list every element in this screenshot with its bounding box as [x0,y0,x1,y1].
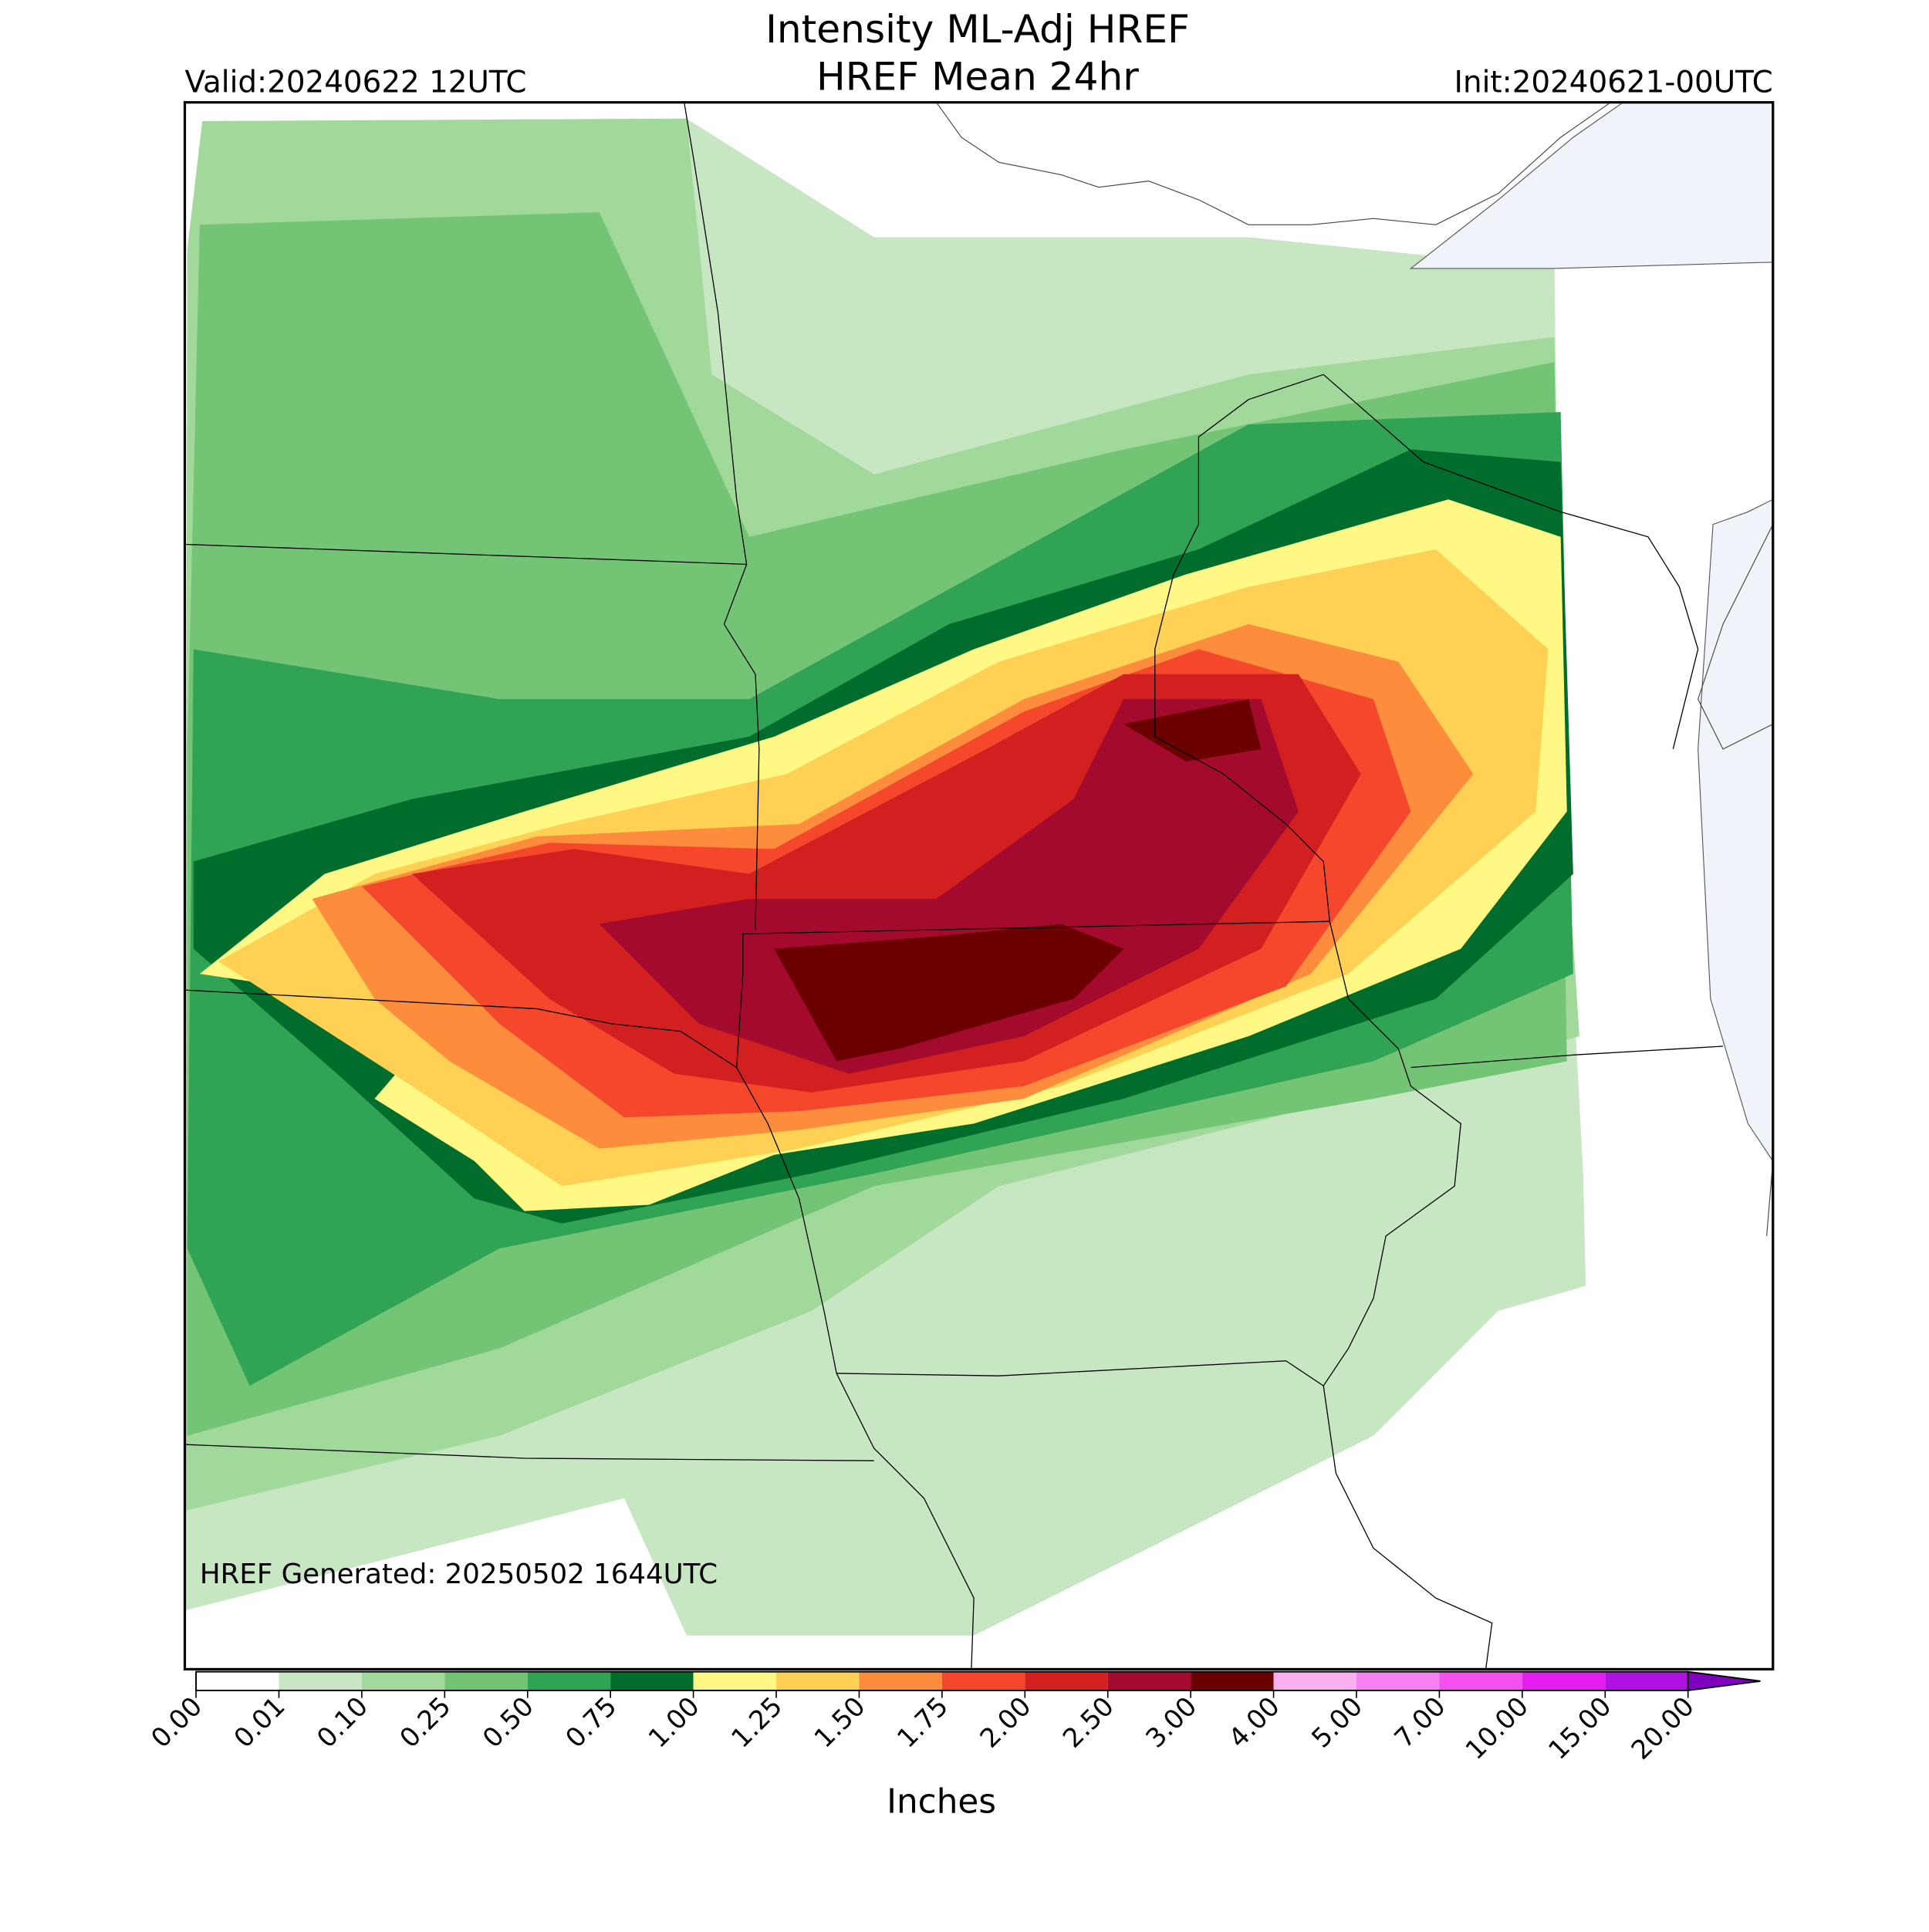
colorbar-box [279,1671,362,1690]
colorbar-tick-label: 1.75 [891,1691,954,1755]
colorbar-tick-label: 5.00 [1306,1691,1369,1755]
map-frame [183,101,1775,1671]
colorbar-box [361,1671,445,1690]
colorbar-tick-label: 1.00 [643,1691,706,1755]
colorbar-tick-label: 0.25 [394,1691,458,1755]
colorbar-box [444,1671,528,1690]
title: Intensity ML-Adj HREF [765,6,1190,52]
colorbar-box [941,1671,1025,1690]
state-borders [184,102,1774,1670]
colorbar-box [1025,1671,1108,1690]
colorbar-box [1273,1671,1357,1690]
colorbar: 0.00 0.01 0.10 0.25 0.50 0.75 1.00 1.25 1.50 1.75… [145,1670,1761,1766]
colorbar-box [196,1671,279,1690]
colorbar-box [693,1671,777,1690]
colorbar-box [1191,1671,1274,1690]
precip-area [599,699,1299,1074]
colorbar-box [1439,1671,1522,1690]
colorbar-box [1356,1671,1440,1690]
colorbar-tick-label: 0.75 [559,1691,623,1755]
colorbar-tick-label: 4.00 [1223,1691,1286,1755]
colorbar-tick-label: 3.00 [1140,1691,1203,1755]
precip-field [184,118,1586,1636]
subtitle: HREF Mean 24hr [816,54,1139,100]
colorbar-box [776,1671,860,1690]
lakes [1409,102,1774,1163]
colorbar-extend [1687,1670,1761,1692]
colorbar-box [610,1671,694,1690]
colorbar-tick-label: 1.50 [809,1691,872,1755]
colorbar-tick-label: 10.00 [1460,1691,1535,1766]
colorbar-tick-label: 0.10 [311,1691,374,1755]
valid-time: Valid:20240622 12UTC [184,66,526,100]
colorbar-tick-label: 1.25 [725,1691,789,1755]
colorbar-box [1522,1671,1606,1690]
colorbar-tick-label: 2.00 [975,1691,1038,1755]
colorbar-tick-label: 20.00 [1626,1691,1701,1766]
colorbar-tick-label: 0.50 [477,1691,540,1755]
colorbar-tick-label: 15.00 [1542,1691,1617,1766]
colorbar-label: Inches [887,1782,996,1822]
precip-area [774,924,1124,1062]
colorbar-tick-label: 7.00 [1389,1691,1452,1755]
colorbar-tick-label: 2.50 [1057,1691,1120,1755]
init-time: Init:20240621-00UTC [1454,66,1773,100]
colorbar-box [1605,1671,1688,1690]
precip-area [1123,699,1262,762]
colorbar-tick-label: 0.01 [228,1691,292,1755]
colorbar-box [1107,1671,1191,1690]
colorbar-box [527,1671,611,1690]
colorbar-box [859,1671,942,1690]
colorbar-tick-label: 0.00 [145,1691,208,1755]
generated-note: HREF Generated: 20250502 1644UTC [200,1559,718,1590]
